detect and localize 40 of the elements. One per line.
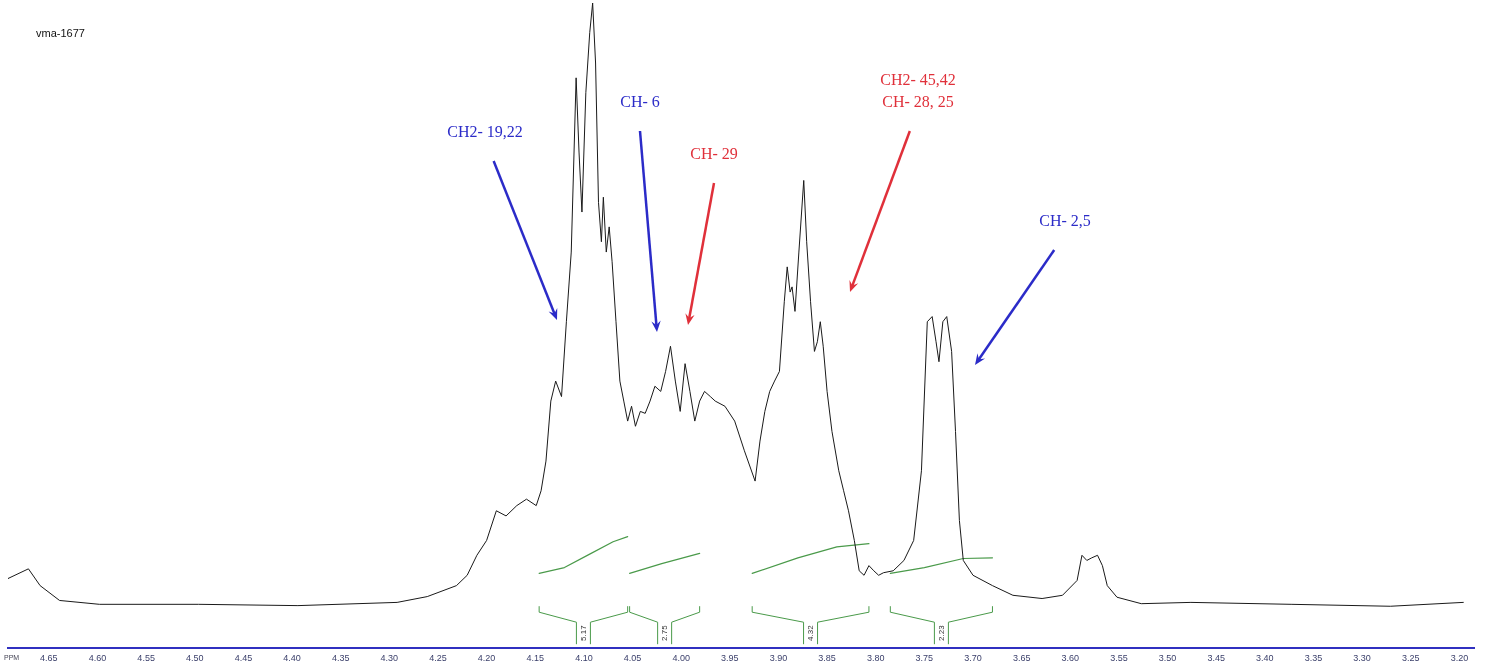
x-tick-label: 4.50: [186, 653, 204, 664]
annotation: 5.17: [578, 624, 588, 641]
x-tick-label: 3.55: [1110, 653, 1128, 664]
x-tick-label: 3.75: [915, 653, 934, 664]
annotation: CH- 6: [620, 93, 660, 111]
x-tick-label: 3.60: [1061, 653, 1080, 664]
x-tick-label: 4.20: [477, 653, 496, 664]
annotation: CH- 29: [690, 145, 738, 163]
text: vma-1677: [36, 27, 85, 40]
annotation: CH2- 45,42 CH- 28, 25: [880, 71, 956, 111]
x-tick-label: 4.65: [40, 653, 58, 664]
x-tick-label: 4.00: [672, 653, 690, 664]
x-tick-label: 4.40: [283, 653, 301, 664]
annotation: CH- 2,5: [1039, 212, 1091, 230]
x-tick-label: 3.50: [1158, 653, 1177, 664]
x-tick-label: 4.30: [380, 653, 399, 664]
annotation: CH2- 19,22: [447, 123, 523, 141]
x-tick-label: 4.05: [623, 653, 642, 664]
x-tick-label: 4.60: [88, 653, 107, 664]
x-tick-label: 4.45: [234, 653, 253, 664]
x-tick-label: 4.55: [137, 653, 155, 664]
x-tick-label: 4.15: [526, 653, 545, 664]
x-tick-label: 3.30: [1353, 653, 1371, 664]
x-tick-label: 3.40: [1256, 653, 1274, 664]
x-tick-label: 4.10: [575, 653, 593, 664]
annotation: 2.23: [936, 624, 946, 641]
annotation: 4.32: [805, 624, 815, 641]
x-tick-label: 3.20: [1450, 653, 1469, 664]
x-tick-label: 3.25: [1402, 653, 1420, 664]
x-tick-label: 4.25: [429, 653, 447, 664]
x-tick-label: 3.95: [721, 653, 739, 664]
x-tick-label: 4.35: [331, 653, 350, 664]
x-tick-label: 3.85: [818, 653, 836, 664]
x-tick-label: 3.90: [769, 653, 788, 664]
x-tick-label: 3.35: [1304, 653, 1323, 664]
x-tick-label: 3.80: [866, 653, 885, 664]
x-tick-label: 3.65: [1012, 653, 1031, 664]
x-tick-label: 3.70: [964, 653, 982, 664]
annotation: 2.75: [659, 624, 669, 641]
x-tick-label: 3.45: [1207, 653, 1225, 664]
